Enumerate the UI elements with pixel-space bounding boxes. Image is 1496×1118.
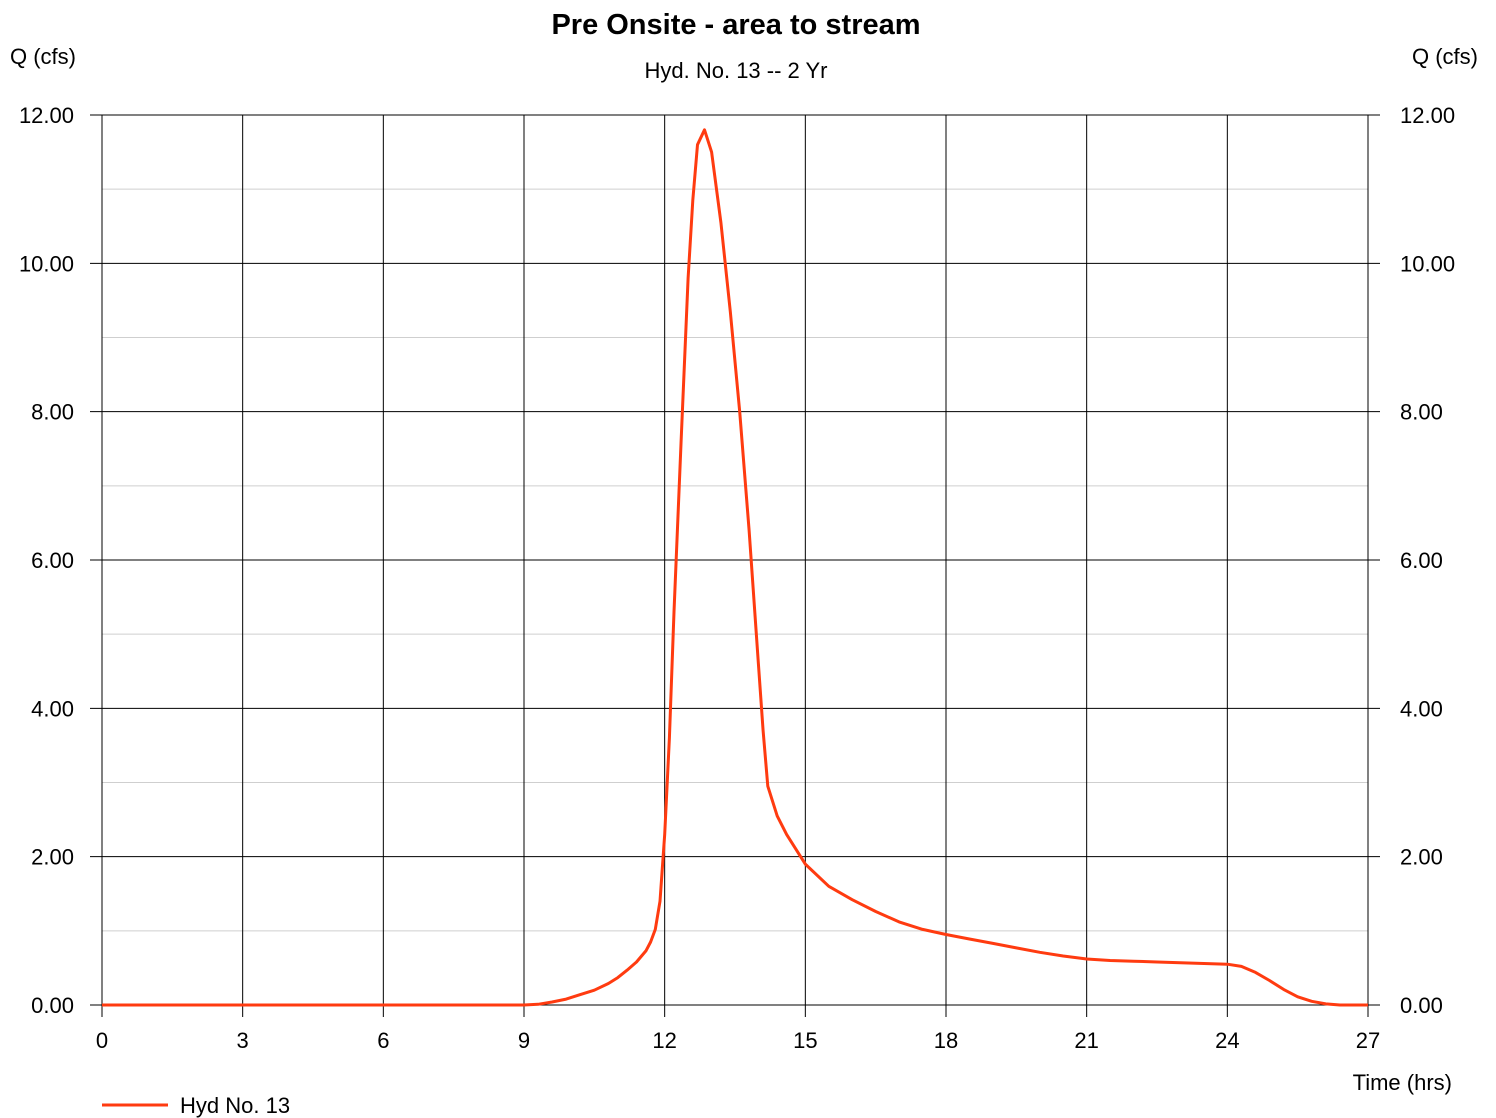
series-line-hyd-13: [102, 128, 1368, 1007]
series-layer: [102, 128, 1368, 1007]
x-tick-label: 15: [793, 1028, 817, 1053]
legend-label: Hyd No. 13: [180, 1093, 290, 1118]
legend: Hyd No. 13: [102, 1093, 290, 1118]
x-tick-label: 0: [96, 1028, 108, 1053]
y-tick-label-left: 6.00: [31, 548, 74, 573]
x-axis-label: Time (hrs): [1353, 1070, 1452, 1095]
y-tick-label-left: 0.00: [31, 993, 74, 1018]
y-tick-label-left: 10.00: [19, 251, 74, 276]
x-tick-label: 9: [518, 1028, 530, 1053]
y-tick-label-left: 2.00: [31, 845, 74, 870]
x-tick-label: 12: [652, 1028, 676, 1053]
y-axis-label-left: Q (cfs): [10, 44, 76, 69]
major-gridlines: [90, 114, 1380, 1017]
x-tick-label: 21: [1074, 1028, 1098, 1053]
y-tick-label-left: 12.00: [19, 103, 74, 128]
x-tick-label: 6: [377, 1028, 389, 1053]
y-tick-label-right: 12.00: [1400, 103, 1455, 128]
y-axis-label-right: Q (cfs): [1412, 44, 1478, 69]
x-tick-label: 27: [1356, 1028, 1380, 1053]
chart-subtitle: Hyd. No. 13 -- 2 Yr: [645, 58, 828, 83]
minor-gridlines: [102, 188, 1368, 932]
chart-title: Pre Onsite - area to stream: [551, 9, 920, 41]
x-tick-label: 24: [1215, 1028, 1239, 1053]
y-tick-label-right: 8.00: [1400, 400, 1443, 425]
y-tick-label-left: 4.00: [31, 696, 74, 721]
y-tick-label-right: 10.00: [1400, 251, 1455, 276]
y-tick-label-right: 0.00: [1400, 993, 1443, 1018]
y-tick-label-left: 8.00: [31, 400, 74, 425]
x-tick-label: 18: [934, 1028, 958, 1053]
y-tick-label-right: 2.00: [1400, 845, 1443, 870]
y-tick-label-right: 4.00: [1400, 696, 1443, 721]
tick-labels: 0.00 0.00 2.00 2.00 4.00 4.00 6.00 6.00 8.00 8.00…: [19, 103, 1455, 1053]
y-tick-label-right: 6.00: [1400, 548, 1443, 573]
x-tick-label: 3: [237, 1028, 249, 1053]
